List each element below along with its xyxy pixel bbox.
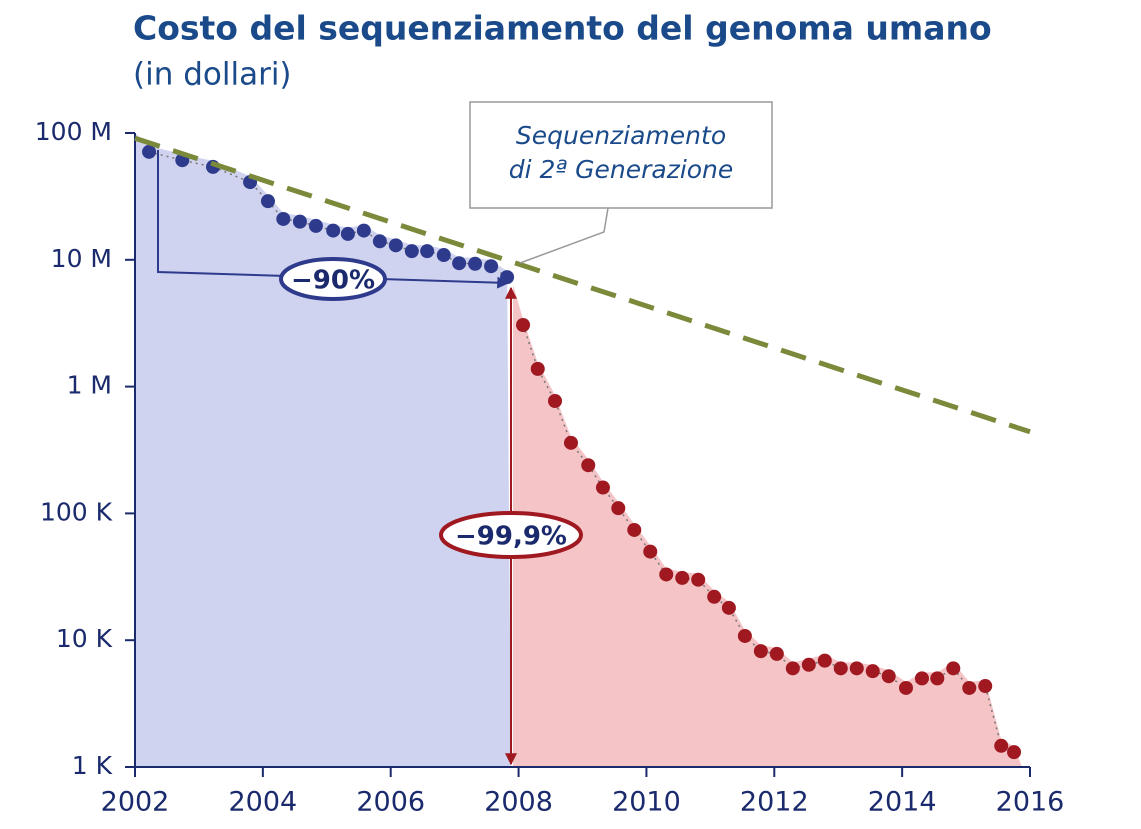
point xyxy=(865,664,880,679)
point xyxy=(340,226,355,241)
point xyxy=(388,238,403,253)
area xyxy=(135,133,512,767)
point xyxy=(737,628,752,643)
point xyxy=(260,194,275,209)
point xyxy=(801,657,816,672)
point xyxy=(930,671,945,686)
callout-leader xyxy=(519,207,609,264)
point xyxy=(516,318,531,333)
point xyxy=(898,680,913,695)
point xyxy=(436,248,451,263)
point xyxy=(1007,745,1022,760)
point xyxy=(292,214,307,229)
point xyxy=(420,244,435,259)
point xyxy=(659,567,674,582)
drop-arrow xyxy=(157,150,510,289)
y-tick-label: 100 M xyxy=(35,117,112,146)
point xyxy=(548,393,563,408)
point xyxy=(484,259,499,274)
point xyxy=(817,653,832,668)
trend-line xyxy=(134,135,1031,435)
point xyxy=(643,544,658,559)
point xyxy=(372,234,387,249)
callout-text: di 2ª Generazione xyxy=(509,155,734,184)
point xyxy=(914,671,929,686)
drop-label-box xyxy=(439,511,583,559)
point xyxy=(468,256,483,271)
x-tick-label: 2010 xyxy=(612,787,681,818)
point xyxy=(611,501,626,516)
point xyxy=(881,669,896,684)
x-tick-label: 2008 xyxy=(484,787,553,818)
x-tick-label: 2016 xyxy=(996,787,1065,818)
y-tick-label: 100 K xyxy=(40,497,113,526)
point xyxy=(849,661,864,676)
area xyxy=(513,285,1023,767)
callout-box xyxy=(469,101,773,209)
point xyxy=(833,661,848,676)
point xyxy=(595,480,610,495)
point xyxy=(326,223,341,238)
y-tick-label: 1 K xyxy=(72,751,113,780)
y-tick-label: 10 M xyxy=(51,244,112,273)
point xyxy=(769,646,784,661)
point xyxy=(452,256,467,271)
x-tick-label: 2004 xyxy=(228,787,297,818)
x-tick-label: 2002 xyxy=(101,787,170,818)
chart-subtitle: (in dollari) xyxy=(133,57,292,93)
y-tick-label: 10 K xyxy=(56,624,113,653)
point xyxy=(721,600,736,615)
point xyxy=(962,680,977,695)
point xyxy=(530,361,545,376)
point xyxy=(563,435,578,450)
point xyxy=(142,144,157,159)
point xyxy=(978,679,993,694)
x-tick-label: 2014 xyxy=(868,787,937,818)
drop-label: −90% xyxy=(291,266,375,296)
point xyxy=(785,661,800,676)
point xyxy=(581,458,596,473)
x-tick-label: 2012 xyxy=(740,787,809,818)
point xyxy=(356,223,371,238)
point xyxy=(276,211,291,226)
point xyxy=(404,244,419,259)
point xyxy=(994,738,1009,753)
point xyxy=(691,572,706,587)
point xyxy=(946,661,961,676)
point xyxy=(627,522,642,537)
point xyxy=(308,218,323,233)
point xyxy=(753,644,768,659)
point xyxy=(707,589,722,604)
drop-label: −99,9% xyxy=(455,522,567,552)
callout-text: Sequenziamento xyxy=(516,121,726,150)
point xyxy=(675,570,690,585)
x-tick-label: 2006 xyxy=(356,787,425,818)
chart-title: Costo del sequenziamento del genoma uman… xyxy=(133,9,992,48)
y-tick-label: 1 M xyxy=(67,371,112,400)
drop-label-box xyxy=(279,257,387,301)
